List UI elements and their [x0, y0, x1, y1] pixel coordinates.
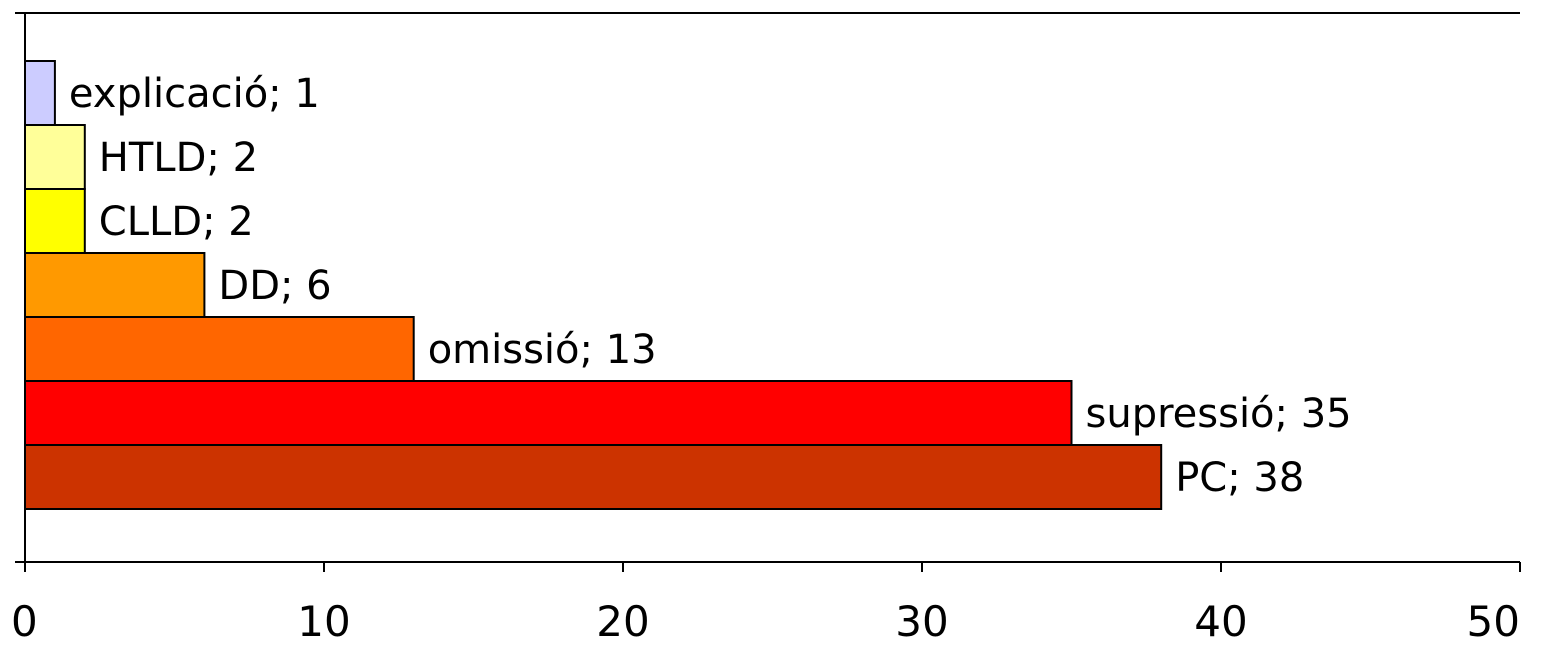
x-axis-tick-label: 40 [1194, 597, 1247, 646]
bar-omissio [24, 316, 415, 382]
bar-htld [24, 124, 86, 190]
bar-dd [24, 252, 206, 318]
data-label-dd: DD; 6 [218, 263, 331, 309]
data-label-htld: HTLD; 2 [99, 135, 258, 181]
data-label-pc: PC; 38 [1175, 455, 1304, 501]
bar-clld [24, 188, 86, 254]
data-label-clld: CLLD; 2 [99, 199, 254, 245]
x-axis-tick-label: 10 [297, 597, 350, 646]
bars-layer [24, 60, 1163, 510]
axes-layer: 0 10 20 30 40 50 [11, 12, 1521, 646]
data-label-omissio: omissió; 13 [428, 327, 657, 373]
x-axis-tick-label: 0 [11, 597, 38, 646]
bar-explicacio [24, 60, 56, 126]
data-label-explicacio: explicació; 1 [69, 71, 320, 117]
x-axis-tick-label: 20 [596, 597, 649, 646]
data-labels-layer: explicació; 1 HTLD; 2 CLLD; 2 DD; 6 omissió;… [69, 71, 1352, 501]
data-label-supressio: supressió; 35 [1086, 391, 1352, 437]
bar-pc [24, 444, 1163, 510]
x-axis-tick-label: 30 [895, 597, 948, 646]
x-axis-tick-label: 50 [1467, 597, 1520, 646]
bar-supressio [24, 380, 1073, 446]
